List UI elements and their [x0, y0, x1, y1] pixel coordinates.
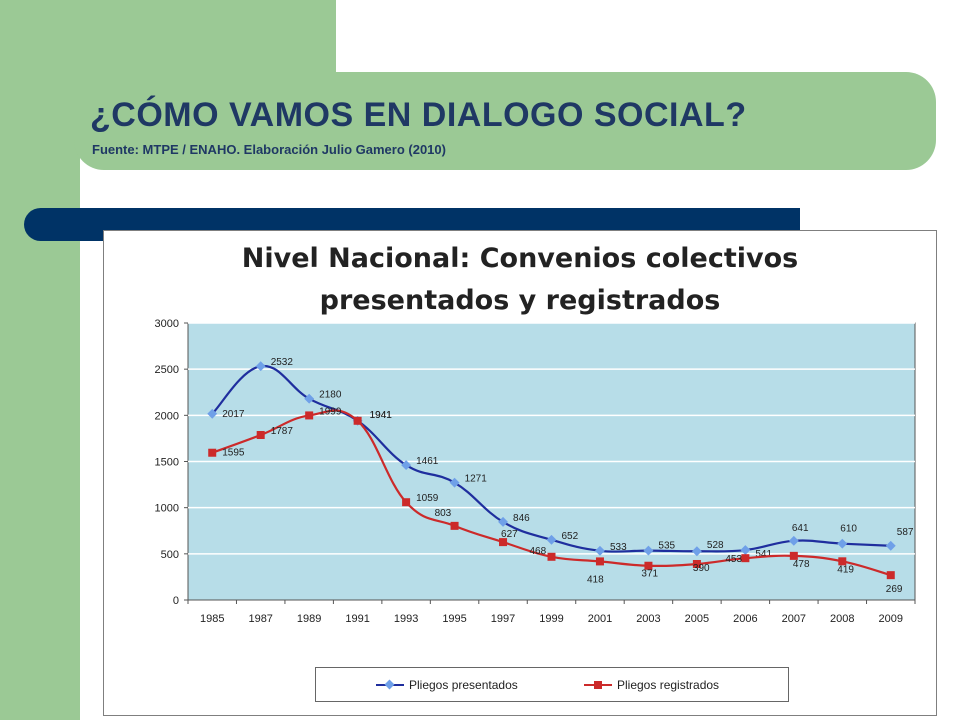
slide-title: ¿CÓMO VAMOS EN DIALOGO SOCIAL? [90, 96, 747, 134]
data-point [499, 538, 508, 547]
legend-label-registrados: Pliegos registrados [617, 678, 720, 692]
y-tick-label: 2500 [155, 364, 179, 376]
data-label: 1595 [222, 448, 245, 459]
data-label: 652 [562, 531, 579, 542]
data-point [838, 557, 847, 566]
data-label: 1271 [465, 474, 488, 485]
data-point [449, 477, 460, 488]
data-point [741, 554, 750, 563]
data-point [498, 516, 508, 527]
data-label: 269 [886, 584, 903, 595]
data-label: 1941 [370, 410, 393, 421]
data-label: 2180 [319, 390, 342, 401]
series-line [211, 365, 891, 553]
data-label: 528 [707, 540, 724, 551]
data-point [255, 361, 266, 372]
data-label: 533 [610, 542, 627, 553]
data-label: 535 [658, 541, 675, 552]
data-label: 1461 [416, 456, 439, 467]
data-point [546, 534, 557, 545]
legend-swatch-presentados [376, 679, 404, 690]
chart-title-line-2: presentados y registrados [319, 285, 721, 316]
data-label: 610 [840, 524, 857, 535]
data-label: 1787 [271, 426, 294, 437]
data-label: 641 [792, 523, 809, 534]
data-point [644, 561, 653, 570]
top-green-block [80, 0, 336, 75]
data-label: 418 [587, 574, 604, 585]
data-point [304, 393, 315, 404]
left-green-band [0, 0, 80, 720]
data-point [402, 498, 411, 507]
data-label: 419 [837, 564, 854, 575]
y-tick-label: 2000 [155, 410, 179, 422]
data-label: 627 [501, 529, 518, 540]
x-tick-label: 2005 [685, 613, 709, 625]
x-tick-label: 1999 [539, 613, 563, 625]
x-tick-label: 2006 [733, 613, 757, 625]
data-point [789, 551, 798, 560]
data-label: 846 [513, 513, 530, 524]
data-point [692, 559, 701, 568]
data-point [788, 535, 799, 546]
data-point [401, 460, 412, 471]
title-banner [74, 72, 936, 170]
x-tick-label: 1985 [200, 613, 224, 625]
chart-title-line-1: Nivel Nacional: Convenios colectivos [241, 243, 799, 274]
data-label: 453 [725, 554, 742, 565]
data-point [595, 545, 605, 556]
line-chart: 0 500 1000 1500 2000 2500 3000 1985 1987 1989 1991… [155, 318, 916, 625]
data-label: 2532 [271, 357, 294, 368]
chart-legend: Pliegos presentados Pliegos registrados [315, 667, 789, 702]
data-label: 468 [530, 546, 547, 557]
x-tick-label: 2008 [830, 613, 854, 625]
y-tick-label: 500 [161, 549, 179, 561]
x-tick-label: 2009 [879, 613, 903, 625]
y-tick-label: 3000 [155, 318, 179, 330]
y-tick-label: 0 [173, 595, 179, 607]
data-label: 390 [693, 563, 710, 574]
data-point [643, 545, 654, 556]
x-tick-label: 1997 [491, 613, 515, 625]
x-tick-label: 1989 [297, 613, 321, 625]
data-point [208, 448, 217, 457]
data-point [450, 521, 459, 530]
data-point [256, 431, 265, 440]
x-tick-label: 2003 [636, 613, 660, 625]
data-point [740, 545, 751, 555]
data-point [353, 416, 362, 425]
data-point [691, 546, 702, 557]
data-label: 1059 [416, 493, 439, 504]
x-tick-label: 1995 [442, 613, 466, 625]
data-point [885, 540, 896, 551]
y-tick-label: 1500 [155, 457, 179, 469]
y-tick-label: 1000 [155, 503, 179, 515]
x-tick-label: 2001 [588, 613, 612, 625]
data-point [595, 557, 604, 566]
data-label: 1999 [319, 406, 342, 417]
data-label: 803 [435, 508, 452, 519]
data-label: 2017 [222, 409, 245, 420]
data-label: 587 [897, 527, 914, 538]
legend-label-presentados: Pliegos presentados [409, 678, 518, 692]
slide-subtitle: Fuente: MTPE / ENAHO. Elaboración Julio … [92, 142, 446, 157]
data-point [886, 571, 895, 580]
data-label: 1941 [370, 410, 393, 421]
chart-frame: Nivel Nacional: Convenios colectivos pre… [103, 230, 937, 716]
data-point [837, 538, 848, 549]
x-tick-label: 2007 [782, 613, 806, 625]
data-label: 478 [793, 559, 810, 570]
x-tick-label: 1987 [248, 613, 272, 625]
data-label: 541 [755, 549, 772, 560]
legend-swatch-registrados [584, 681, 612, 689]
data-point [305, 411, 314, 420]
x-tick-label: 1991 [345, 613, 369, 625]
data-point [547, 552, 556, 561]
x-tick-label: 1993 [394, 613, 418, 625]
data-label: 371 [641, 569, 658, 580]
